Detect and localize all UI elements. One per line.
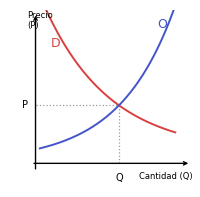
Text: P: P xyxy=(22,100,28,110)
Text: Q: Q xyxy=(115,173,123,183)
Text: Cantidad (Q): Cantidad (Q) xyxy=(139,172,193,181)
Text: D: D xyxy=(51,37,61,50)
Text: O: O xyxy=(157,18,167,31)
Text: Precio
(P): Precio (P) xyxy=(27,11,53,30)
